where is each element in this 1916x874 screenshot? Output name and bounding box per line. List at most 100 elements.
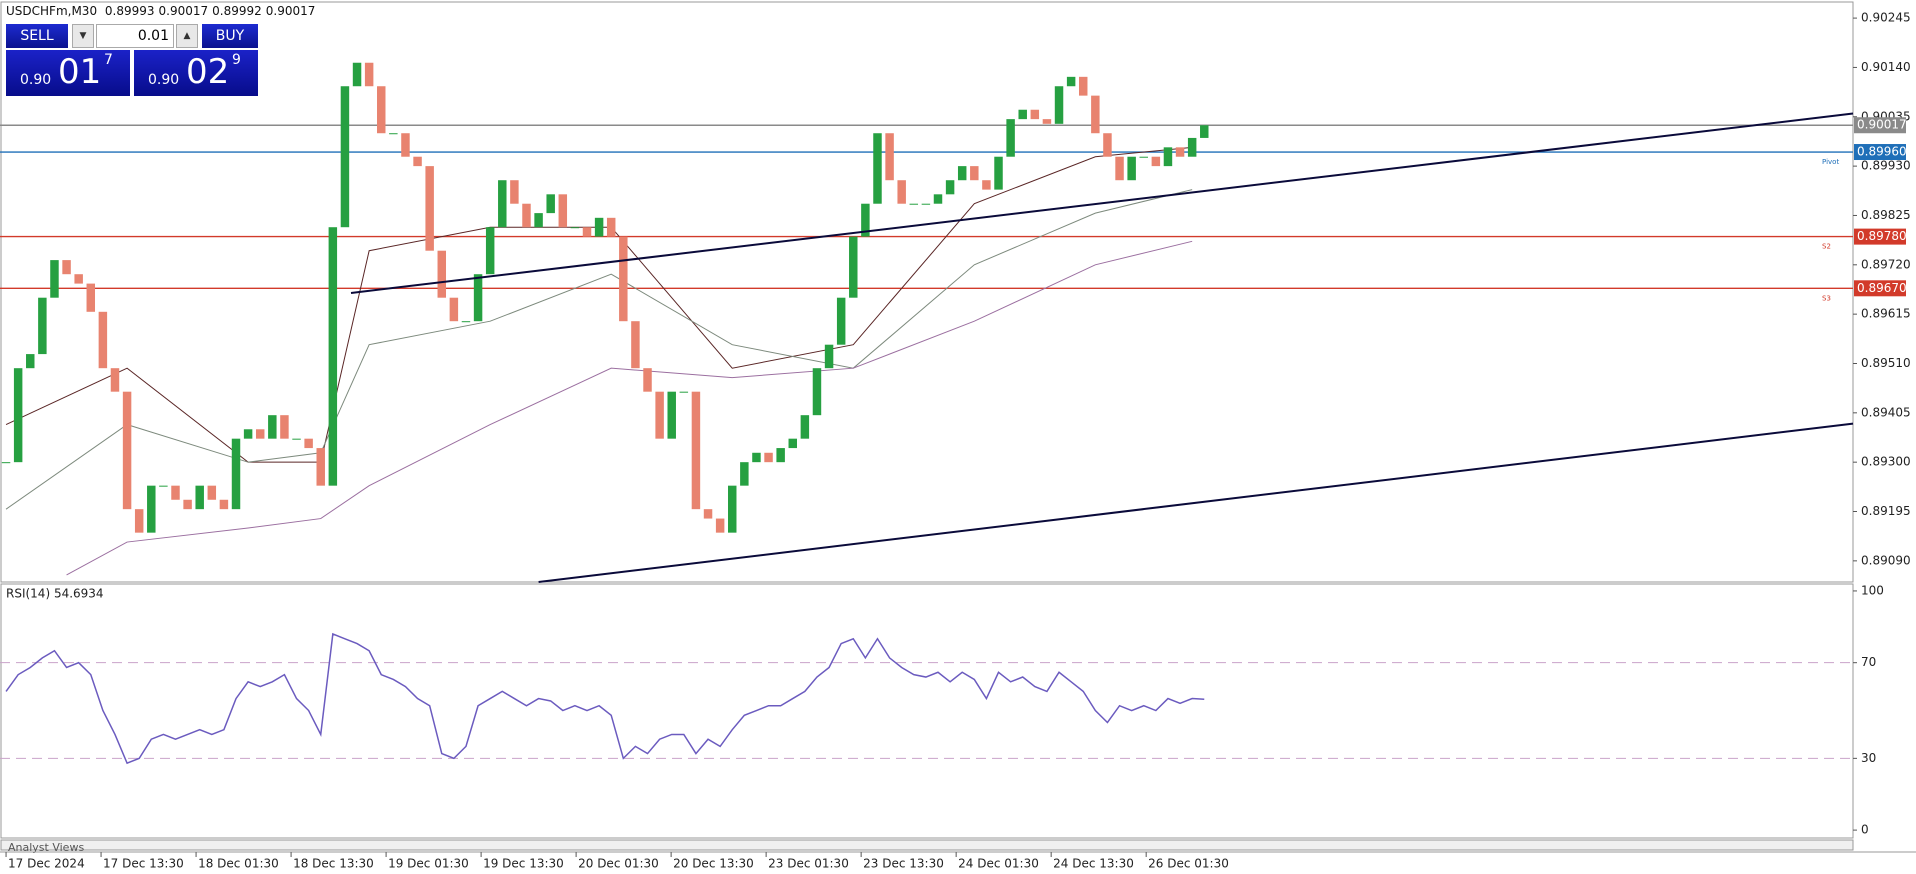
candle [1018, 109, 1027, 120]
candle [340, 86, 350, 228]
x-tick-label: 24 Dec 13:30 [1053, 857, 1134, 871]
x-tick-label: 20 Dec 13:30 [673, 857, 754, 871]
candle [268, 415, 277, 439]
sell-price[interactable]: 0.90 01 7 [6, 50, 130, 96]
x-tick-label: 17 Dec 13:30 [103, 857, 184, 871]
sell-button[interactable]: SELL [6, 24, 68, 48]
candle [437, 250, 447, 298]
candle [655, 391, 664, 439]
candle [134, 509, 144, 533]
candle [1066, 76, 1076, 87]
candle [1139, 156, 1148, 158]
footer-label: Analyst Views [8, 841, 84, 854]
x-tick-label: 18 Dec 01:30 [198, 857, 279, 871]
candle [62, 260, 71, 275]
price-big: 02 [186, 52, 230, 92]
candle [401, 133, 410, 157]
candle [582, 227, 592, 237]
level-name: S3 [1822, 294, 1831, 302]
candle [994, 156, 1003, 190]
price-sup: 9 [232, 52, 241, 68]
candle [546, 194, 555, 214]
candle [50, 260, 59, 298]
candle [752, 452, 761, 463]
candle [473, 274, 483, 322]
candle [1054, 86, 1064, 124]
candle [304, 438, 313, 449]
candle [873, 133, 882, 204]
level-label-box [1854, 144, 1906, 161]
candle [558, 194, 568, 228]
candle [570, 227, 580, 229]
lot-input[interactable]: 0.01 [96, 24, 174, 48]
candle [485, 227, 495, 275]
candle [909, 203, 919, 205]
candle [945, 180, 955, 195]
candle [1042, 119, 1052, 124]
candle [982, 180, 991, 190]
price-big: 01 [58, 52, 102, 92]
candle [1200, 125, 1209, 138]
candle [643, 368, 652, 392]
candle [449, 297, 459, 322]
moving-average [5, 189, 1193, 510]
candle [788, 438, 797, 449]
candle [1103, 133, 1112, 157]
candle [933, 194, 943, 204]
candle [776, 448, 785, 463]
candle [921, 203, 931, 205]
x-tick-label: 19 Dec 01:30 [388, 857, 469, 871]
level-label-box [1854, 228, 1906, 245]
price-small: 0.90 [148, 72, 180, 88]
level-label-box [1854, 117, 1906, 134]
candle [812, 368, 822, 416]
moving-average [5, 146, 1193, 463]
footer-strip [0, 839, 1854, 851]
y-tick-label: 0.89405 [1861, 405, 1911, 419]
candle [836, 297, 846, 345]
candle [800, 415, 810, 439]
candle [510, 180, 519, 204]
candle [280, 415, 289, 439]
price-small: 0.90 [20, 72, 52, 88]
candle [413, 156, 422, 167]
x-tick-label: 17 Dec 2024 [8, 857, 85, 871]
candle [461, 321, 471, 323]
buy-button[interactable]: BUY [202, 24, 258, 48]
candle [328, 227, 338, 486]
chart-header: USDCHFm,M30 0.89993 0.90017 0.89992 0.90017 [6, 4, 319, 18]
y-tick-label: 0.89930 [1861, 159, 1911, 173]
y-tick-label: 30 [1861, 751, 1876, 765]
candle [38, 297, 47, 355]
ohlc-close: 0.90017 [265, 4, 316, 18]
moving-average [66, 240, 1193, 576]
buy-price[interactable]: 0.90 02 9 [134, 50, 258, 96]
x-tick-label: 18 Dec 13:30 [293, 857, 374, 871]
indicator-title: RSI(14) 54.6934 [6, 587, 104, 601]
candle [619, 236, 628, 322]
candle [957, 166, 967, 181]
candle [631, 321, 640, 369]
price-sup: 7 [104, 52, 113, 68]
y-tick-label: 0.89615 [1861, 307, 1911, 321]
ohlc-low: 0.89992 [212, 4, 262, 18]
x-tick-label: 23 Dec 01:30 [768, 857, 849, 871]
level-label: 0.89960 [1857, 145, 1907, 159]
y-tick-label: 0.89090 [1861, 553, 1911, 567]
symbol: USDCHFm,M30 [6, 4, 98, 18]
lot-decrease[interactable]: ▼ [72, 24, 94, 48]
lot-increase[interactable]: ▲ [176, 24, 198, 48]
candle [86, 283, 96, 312]
x-tick-label: 26 Dec 01:30 [1148, 857, 1229, 871]
candle [715, 518, 725, 533]
candle [364, 62, 374, 87]
level-label: 0.89670 [1857, 281, 1907, 295]
candle [1091, 95, 1100, 134]
candle [703, 509, 713, 519]
candle [534, 213, 543, 228]
x-tick-label: 19 Dec 13:30 [483, 857, 564, 871]
y-tick-label: 0.89195 [1861, 504, 1911, 518]
candle [594, 217, 604, 237]
candle [1163, 147, 1173, 167]
